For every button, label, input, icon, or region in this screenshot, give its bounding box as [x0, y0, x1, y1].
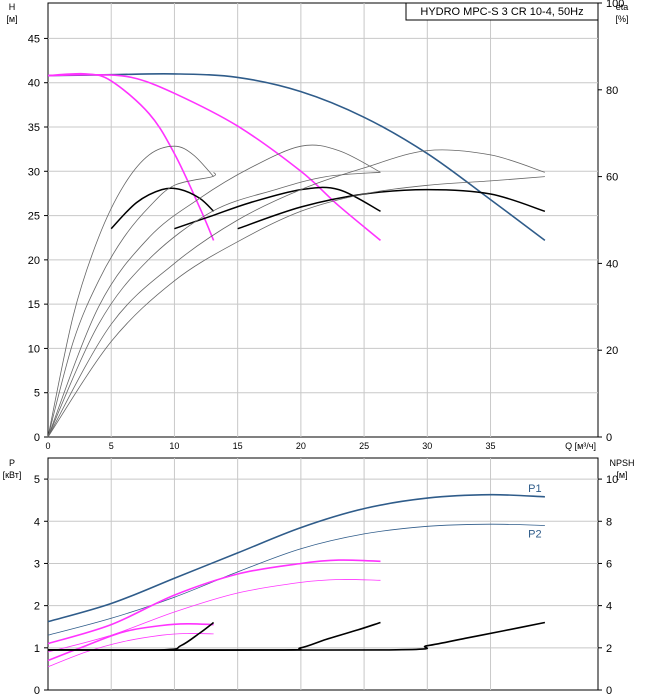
chart1-x-axis-label: Q [м³/ч] — [565, 441, 596, 451]
chart2-right-tick-label: 4 — [606, 601, 612, 613]
chart1-series-12-line — [47, 176, 545, 438]
chart2-right-tick-label: 6 — [606, 558, 612, 570]
chart2-left-tick-label: 2 — [34, 601, 40, 613]
chart1-left-tick-label: 15 — [28, 299, 40, 311]
chart1-left-tick-label: 40 — [28, 78, 40, 90]
chart2-left-tick-label: 0 — [34, 685, 40, 697]
chart1-right-axis-unit: [%] — [615, 14, 628, 24]
chart2-left-tick-label: 5 — [34, 474, 40, 486]
chart1-legend-title: HYDRO MPC-S 3 CR 10-4, 50Hz — [420, 6, 583, 18]
chart2-series-6-line — [47, 633, 214, 668]
chart1-series-7-line — [47, 145, 214, 438]
chart1-right-tick-label: 60 — [606, 172, 618, 184]
chart1-right-tick-label: 40 — [606, 258, 618, 270]
chart1-left-tick-label: 35 — [28, 122, 40, 134]
chart1-x-tick-label: 35 — [486, 441, 496, 451]
chart1-series-6-line — [237, 188, 546, 230]
chart1-x-tick-label: 5 — [109, 441, 114, 451]
chart1-series-1-line — [47, 72, 546, 242]
chart2-series-label-p2: P2 — [528, 528, 541, 540]
chart2-right-tick-label: 10 — [606, 474, 618, 486]
chart2-series-5-line — [47, 622, 214, 662]
chart1-x-tick-label: 10 — [169, 441, 179, 451]
chart1-left-tick-label: 25 — [28, 211, 40, 223]
chart1-left-axis-unit: [м] — [6, 14, 17, 24]
chart2-series-p1-line — [47, 493, 545, 623]
chart1-plot-area — [47, 2, 599, 438]
chart1-right-tick-label: 0 — [606, 432, 612, 444]
chart1-left-tick-label: 0 — [34, 432, 40, 444]
chart1-left-tick-label: 20 — [28, 255, 40, 267]
chart2-left-tick-label: 3 — [34, 558, 40, 570]
chart1-series-9-line — [47, 144, 381, 438]
chart1-right-axis-label: eta — [616, 2, 629, 12]
chart1-left-tick-label: 10 — [28, 343, 40, 355]
chart2-right-tick-label: 8 — [606, 516, 612, 528]
chart1-series-3-line — [47, 72, 215, 241]
chart1-series-10-line — [47, 171, 381, 438]
chart1-x-tick-label: 15 — [233, 441, 243, 451]
chart1-x-tick-label: 20 — [296, 441, 306, 451]
chart2-left-axis-label: P — [9, 458, 15, 468]
chart2-series-9-line — [47, 621, 546, 652]
chart1-left-tick-label: 45 — [28, 33, 40, 45]
chart1-series-4-line — [110, 187, 215, 230]
chart2-right-axis-unit: [м] — [616, 470, 627, 480]
chart2-left-tick-label: 1 — [34, 643, 40, 655]
chart1-series-8-line — [47, 171, 216, 438]
chart2-right-tick-label: 0 — [606, 685, 612, 697]
chart2-right-tick-label: 2 — [606, 643, 612, 655]
chart1-x-tick-label: 0 — [45, 441, 50, 451]
chart2-left-axis-unit: [кВт] — [3, 470, 22, 480]
chart2-left-tick-label: 4 — [34, 516, 40, 528]
chart1-right-tick-label: 80 — [606, 85, 618, 97]
chart2-right-axis-label: NPSH — [609, 458, 634, 468]
chart1-series-5-line — [174, 186, 381, 230]
chart1-series-11-line — [47, 149, 546, 438]
chart1-left-tick-label: 5 — [34, 388, 40, 400]
chart2-series-p2-line — [47, 523, 545, 636]
chart2-series-3-line — [47, 559, 381, 645]
chart1-right-tick-label: 100 — [606, 0, 624, 10]
chart1-left-tick-label: 30 — [28, 166, 40, 178]
chart1-x-tick-label: 30 — [422, 441, 432, 451]
chart1-legend-box — [405, 2, 599, 21]
chart2-plot-area — [47, 457, 599, 691]
chart1-x-tick-label: 25 — [359, 441, 369, 451]
chart1-left-axis-label: H — [9, 2, 16, 12]
chart2-series-label-p1: P1 — [528, 483, 541, 495]
chart1-right-tick-label: 20 — [606, 345, 618, 357]
